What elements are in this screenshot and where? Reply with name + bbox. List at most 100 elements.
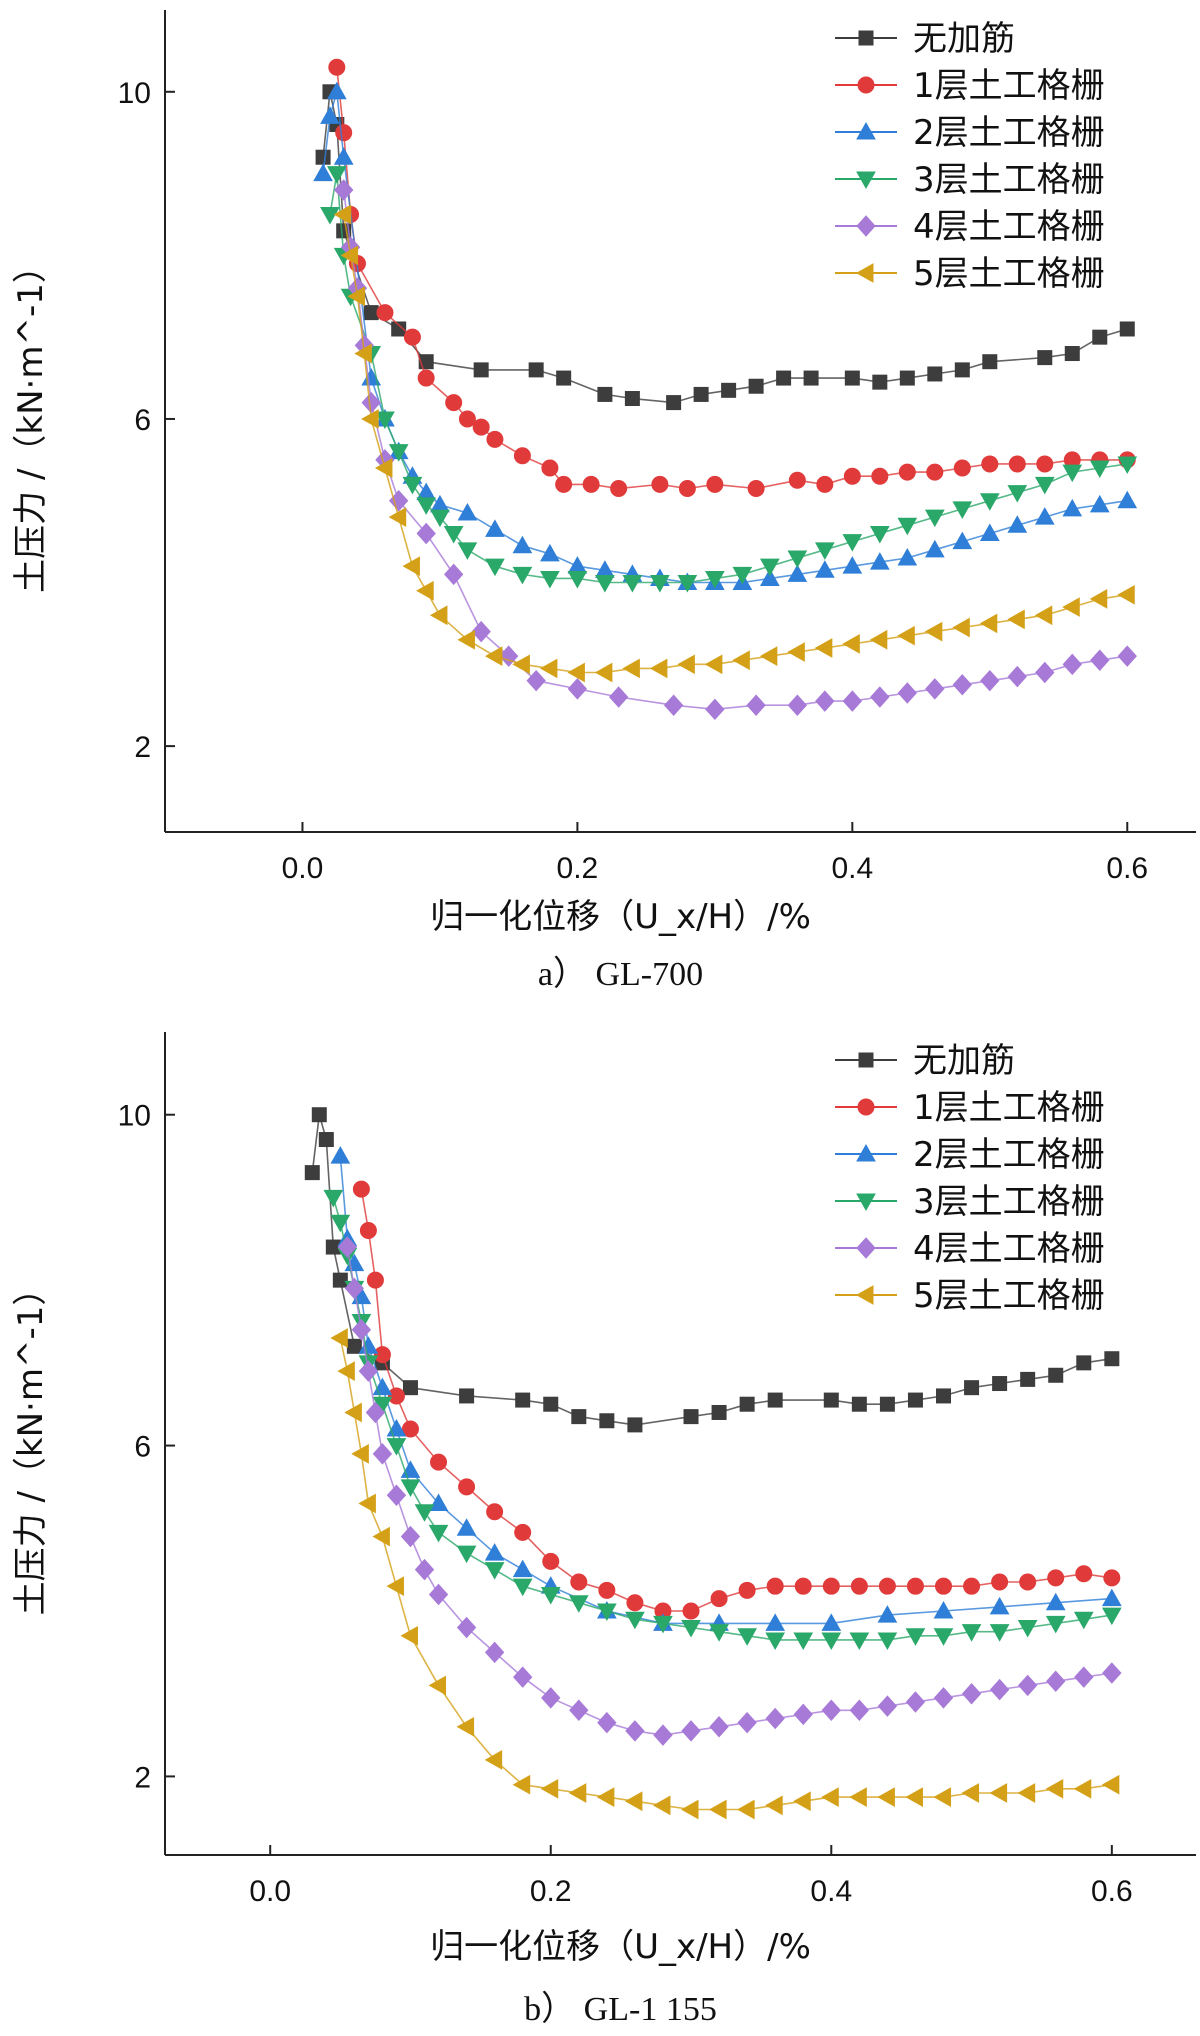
data-point — [334, 179, 354, 201]
x-tick-label: 0.2 — [557, 852, 599, 885]
data-point — [456, 1545, 477, 1564]
data-point — [543, 1396, 559, 1412]
data-point — [344, 1277, 365, 1300]
data-point — [514, 1523, 532, 1541]
data-point — [737, 1711, 757, 1734]
data-point — [622, 658, 640, 679]
data-point — [400, 1625, 418, 1646]
data-point — [330, 1146, 351, 1164]
legend-marker — [856, 1237, 876, 1259]
data-point — [1075, 1565, 1093, 1583]
data-point — [877, 1605, 898, 1623]
data-point — [822, 1577, 840, 1595]
legend-label: 2层土工格栅 — [913, 1135, 1105, 1175]
data-point — [457, 629, 475, 650]
data-point — [361, 409, 379, 429]
data-point — [821, 1632, 842, 1650]
data-point — [541, 1687, 561, 1709]
data-point — [429, 605, 448, 626]
data-point — [1007, 515, 1028, 533]
data-point — [1034, 476, 1055, 495]
data-point — [359, 1222, 377, 1240]
data-point — [704, 654, 723, 675]
data-point — [376, 304, 394, 322]
data-point — [540, 570, 560, 589]
legend: 无加筋 1层土工格栅 2层土工格栅 3层土工格栅 4层土工格栅 5层土工格栅 — [835, 19, 1105, 294]
legend-item: 4层土工格栅 — [835, 1229, 1105, 1269]
data-point — [747, 479, 765, 497]
data-point — [569, 1699, 589, 1721]
data-point — [906, 1577, 924, 1595]
data-point — [1048, 1367, 1064, 1383]
data-point — [897, 517, 918, 536]
data-point — [879, 1396, 895, 1412]
data-point — [540, 543, 560, 562]
data-point — [842, 556, 863, 574]
series-2 — [328, 58, 1136, 497]
data-point — [663, 694, 684, 716]
data-point — [989, 1678, 1010, 1701]
data-point — [539, 658, 558, 679]
data-point — [597, 1711, 617, 1734]
data-point — [787, 694, 808, 716]
data-point — [328, 58, 346, 76]
data-point — [365, 1401, 386, 1424]
data-point — [428, 1493, 449, 1511]
data-point — [1007, 665, 1027, 688]
data-point — [354, 343, 372, 364]
data-point — [767, 1392, 783, 1408]
data-point — [706, 475, 724, 493]
data-point — [320, 206, 340, 225]
data-point — [979, 493, 1000, 511]
data-point — [374, 458, 393, 478]
data-point — [651, 475, 669, 493]
y-tick-label: 2 — [134, 731, 151, 764]
data-point — [787, 564, 808, 582]
data-point — [709, 1624, 729, 1642]
series-line — [346, 1246, 1112, 1736]
data-point — [1103, 1569, 1121, 1587]
data-point — [625, 1611, 645, 1630]
data-point — [326, 166, 347, 184]
data-point — [414, 1504, 435, 1522]
data-point — [330, 1214, 351, 1233]
data-point — [484, 1750, 503, 1770]
legend-item: 1层土工格栅 — [835, 1088, 1105, 1128]
data-point — [877, 1632, 898, 1650]
data-point — [351, 1319, 372, 1341]
legend-label: 1层土工格栅 — [913, 1088, 1105, 1128]
data-point — [748, 378, 764, 394]
data-point — [793, 1791, 811, 1812]
data-point — [358, 1360, 379, 1382]
data-point — [402, 1380, 418, 1396]
series-2 — [352, 1180, 1121, 1620]
data-point — [414, 1558, 435, 1581]
data-point — [337, 1236, 358, 1258]
data-point — [400, 1525, 421, 1548]
data-point — [582, 475, 600, 493]
x-axis-title: 归一化位移（U_x/H）/% — [430, 1927, 811, 1967]
data-point — [849, 1632, 870, 1650]
data-point — [568, 1595, 589, 1613]
data-point — [953, 459, 971, 477]
legend-label: 1层土工格栅 — [913, 66, 1105, 106]
data-point — [933, 1687, 954, 1709]
x-tick-label: 0.2 — [530, 1875, 572, 1908]
data-point — [877, 1695, 898, 1717]
data-point — [1062, 498, 1083, 517]
data-point — [445, 394, 463, 412]
data-point — [1047, 1569, 1065, 1587]
data-point — [844, 370, 860, 386]
data-point — [877, 1787, 895, 1807]
data-point — [765, 1795, 783, 1816]
data-point — [823, 1392, 839, 1408]
data-point — [793, 1703, 813, 1726]
data-point — [528, 362, 544, 378]
data-point — [304, 1165, 320, 1181]
data-point — [417, 369, 435, 387]
y-axis-title: 土压力 /（kN·m^-1） — [11, 1272, 51, 1616]
data-point — [963, 1577, 981, 1595]
data-point — [1117, 456, 1138, 474]
data-point — [905, 1628, 926, 1646]
